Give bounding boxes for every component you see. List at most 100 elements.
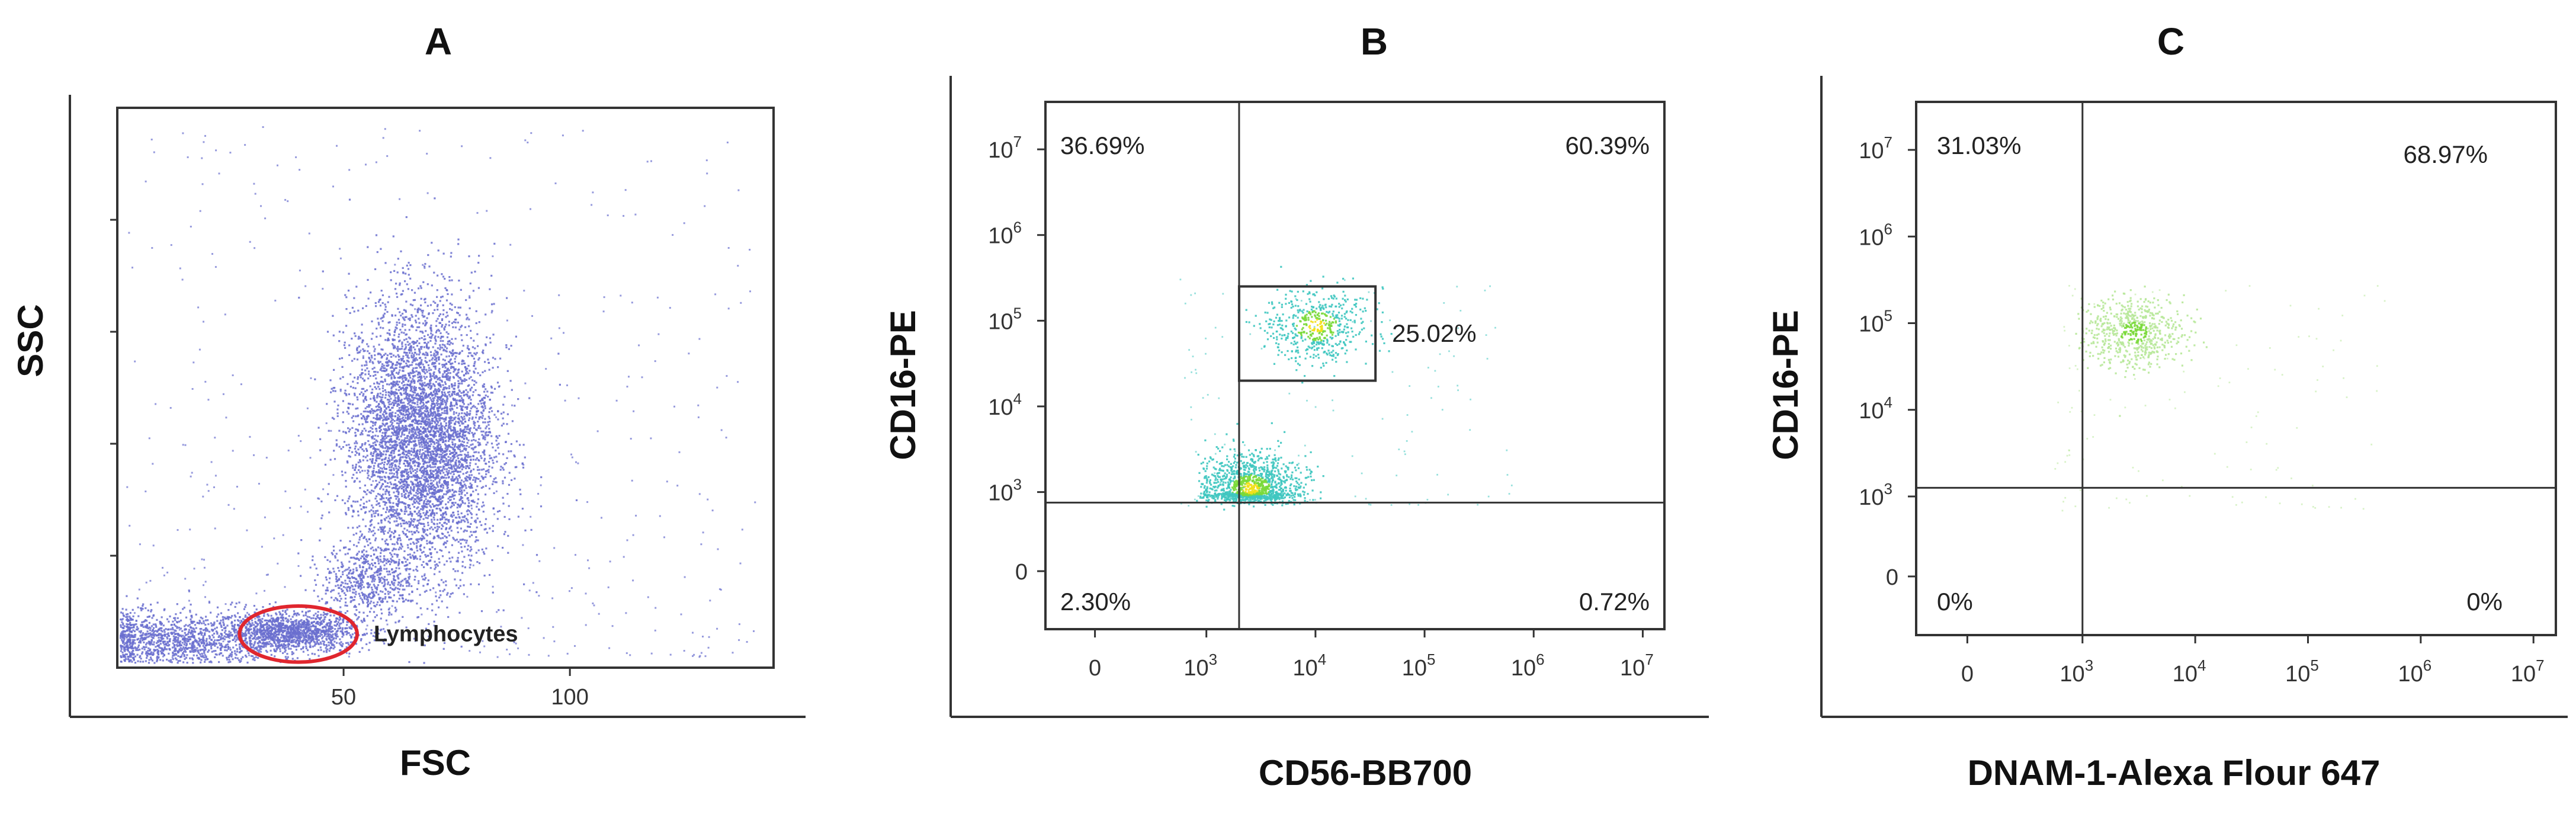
data-point — [330, 646, 332, 649]
data-point — [434, 302, 437, 304]
data-point — [203, 620, 205, 623]
data-point — [396, 575, 399, 577]
data-point — [183, 636, 185, 638]
data-point — [445, 311, 448, 314]
data-point — [347, 642, 349, 644]
data-point — [295, 646, 297, 648]
data-point — [426, 352, 429, 355]
data-point — [223, 616, 226, 618]
data-point — [347, 583, 349, 585]
data-point — [465, 465, 467, 467]
data-point — [370, 629, 373, 632]
data-point — [211, 650, 213, 653]
data-point — [184, 634, 187, 636]
data-point — [408, 583, 410, 585]
data-point — [290, 641, 292, 643]
data-point — [287, 643, 289, 646]
data-point — [403, 556, 405, 559]
data-point — [203, 650, 206, 653]
data-point — [318, 635, 320, 637]
data-point — [141, 648, 143, 650]
data-point — [249, 639, 251, 642]
data-point — [395, 495, 397, 498]
data-point — [319, 641, 322, 643]
data-point — [284, 630, 287, 632]
data-point — [306, 623, 308, 625]
data-point — [318, 600, 320, 602]
data-point — [354, 632, 356, 634]
data-point — [388, 596, 390, 598]
data-point — [440, 422, 442, 425]
data-point — [143, 620, 146, 623]
data-point — [202, 637, 204, 639]
data-point — [123, 639, 125, 642]
data-point — [139, 640, 142, 642]
data-point — [339, 649, 341, 652]
data-point — [530, 528, 532, 531]
data-point — [448, 321, 450, 323]
data-point — [127, 626, 130, 629]
data-point — [302, 633, 304, 636]
data-point — [410, 430, 413, 432]
data-point — [345, 633, 348, 636]
data-point — [444, 381, 446, 383]
data-point — [172, 658, 174, 661]
data-point — [305, 611, 307, 614]
data-point — [396, 553, 398, 556]
data-point — [272, 618, 274, 620]
data-point — [268, 634, 270, 637]
data-point — [469, 296, 471, 299]
data-point — [444, 363, 446, 366]
data-point — [124, 658, 127, 661]
data-point — [400, 331, 403, 334]
data-point — [203, 622, 205, 624]
data-point — [405, 578, 407, 580]
data-point — [145, 633, 147, 635]
data-point — [131, 647, 134, 649]
data-point — [167, 645, 170, 647]
data-point — [441, 483, 443, 486]
data-point — [418, 326, 421, 328]
data-point — [172, 639, 175, 642]
data-point — [347, 383, 349, 385]
data-point — [425, 517, 427, 519]
data-point — [291, 616, 294, 618]
data-point — [288, 633, 290, 635]
data-point — [385, 619, 387, 621]
data-point — [424, 338, 426, 341]
data-point — [301, 630, 303, 632]
data-point — [303, 620, 306, 623]
data-point — [426, 510, 428, 512]
data-point — [464, 406, 467, 409]
data-point — [232, 646, 235, 649]
data-point — [232, 625, 234, 627]
data-point — [271, 629, 273, 632]
data-point — [331, 416, 334, 419]
data-point — [362, 566, 364, 568]
data-point — [458, 422, 460, 424]
data-point — [351, 427, 354, 429]
data-point — [270, 630, 272, 633]
data-point — [166, 640, 169, 643]
data-point — [191, 620, 193, 623]
data-point — [364, 546, 366, 548]
data-point — [177, 640, 179, 642]
data-point — [220, 633, 222, 635]
data-point — [202, 649, 204, 651]
data-point — [393, 578, 395, 580]
data-point — [231, 634, 233, 636]
data-point — [273, 632, 275, 634]
data-point — [349, 597, 352, 599]
data-point — [367, 597, 369, 599]
data-point — [219, 623, 222, 625]
data-point — [319, 646, 322, 649]
data-point — [222, 645, 224, 648]
data-point — [344, 553, 347, 556]
data-point — [284, 610, 287, 612]
data-point — [267, 623, 269, 626]
data-point — [126, 648, 129, 650]
data-point — [354, 454, 357, 456]
data-point — [524, 456, 526, 459]
data-point — [422, 393, 425, 395]
data-point — [248, 613, 250, 616]
